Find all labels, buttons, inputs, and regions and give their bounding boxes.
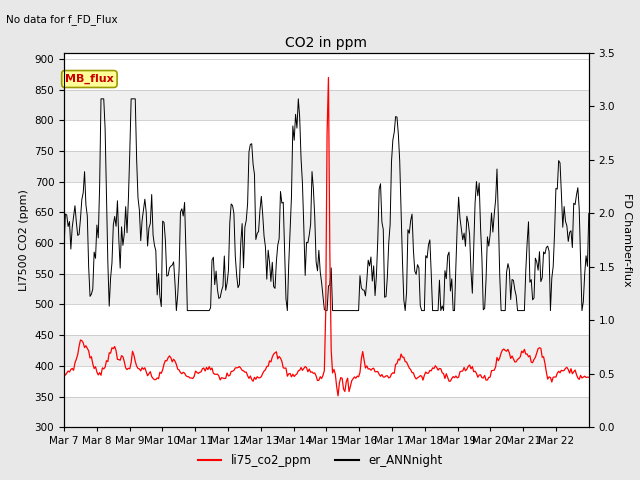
Bar: [64, 120, 589, 151]
Bar: [64, 304, 589, 335]
Bar: [64, 90, 589, 120]
Bar: [64, 335, 589, 366]
Y-axis label: FD Chamber-flux: FD Chamber-flux: [622, 193, 632, 287]
Text: No data for f_FD_Flux: No data for f_FD_Flux: [6, 14, 118, 25]
Bar: [64, 182, 589, 212]
Bar: [64, 366, 589, 396]
Bar: [64, 59, 589, 90]
Text: MB_flux: MB_flux: [65, 74, 114, 84]
Y-axis label: LI7500 CO2 (ppm): LI7500 CO2 (ppm): [19, 189, 29, 291]
Bar: [64, 274, 589, 304]
Bar: [64, 212, 589, 243]
Bar: [64, 243, 589, 274]
Legend: li75_co2_ppm, er_ANNnight: li75_co2_ppm, er_ANNnight: [193, 449, 447, 472]
Bar: [64, 396, 589, 427]
Bar: [64, 151, 589, 182]
Title: CO2 in ppm: CO2 in ppm: [285, 36, 367, 50]
